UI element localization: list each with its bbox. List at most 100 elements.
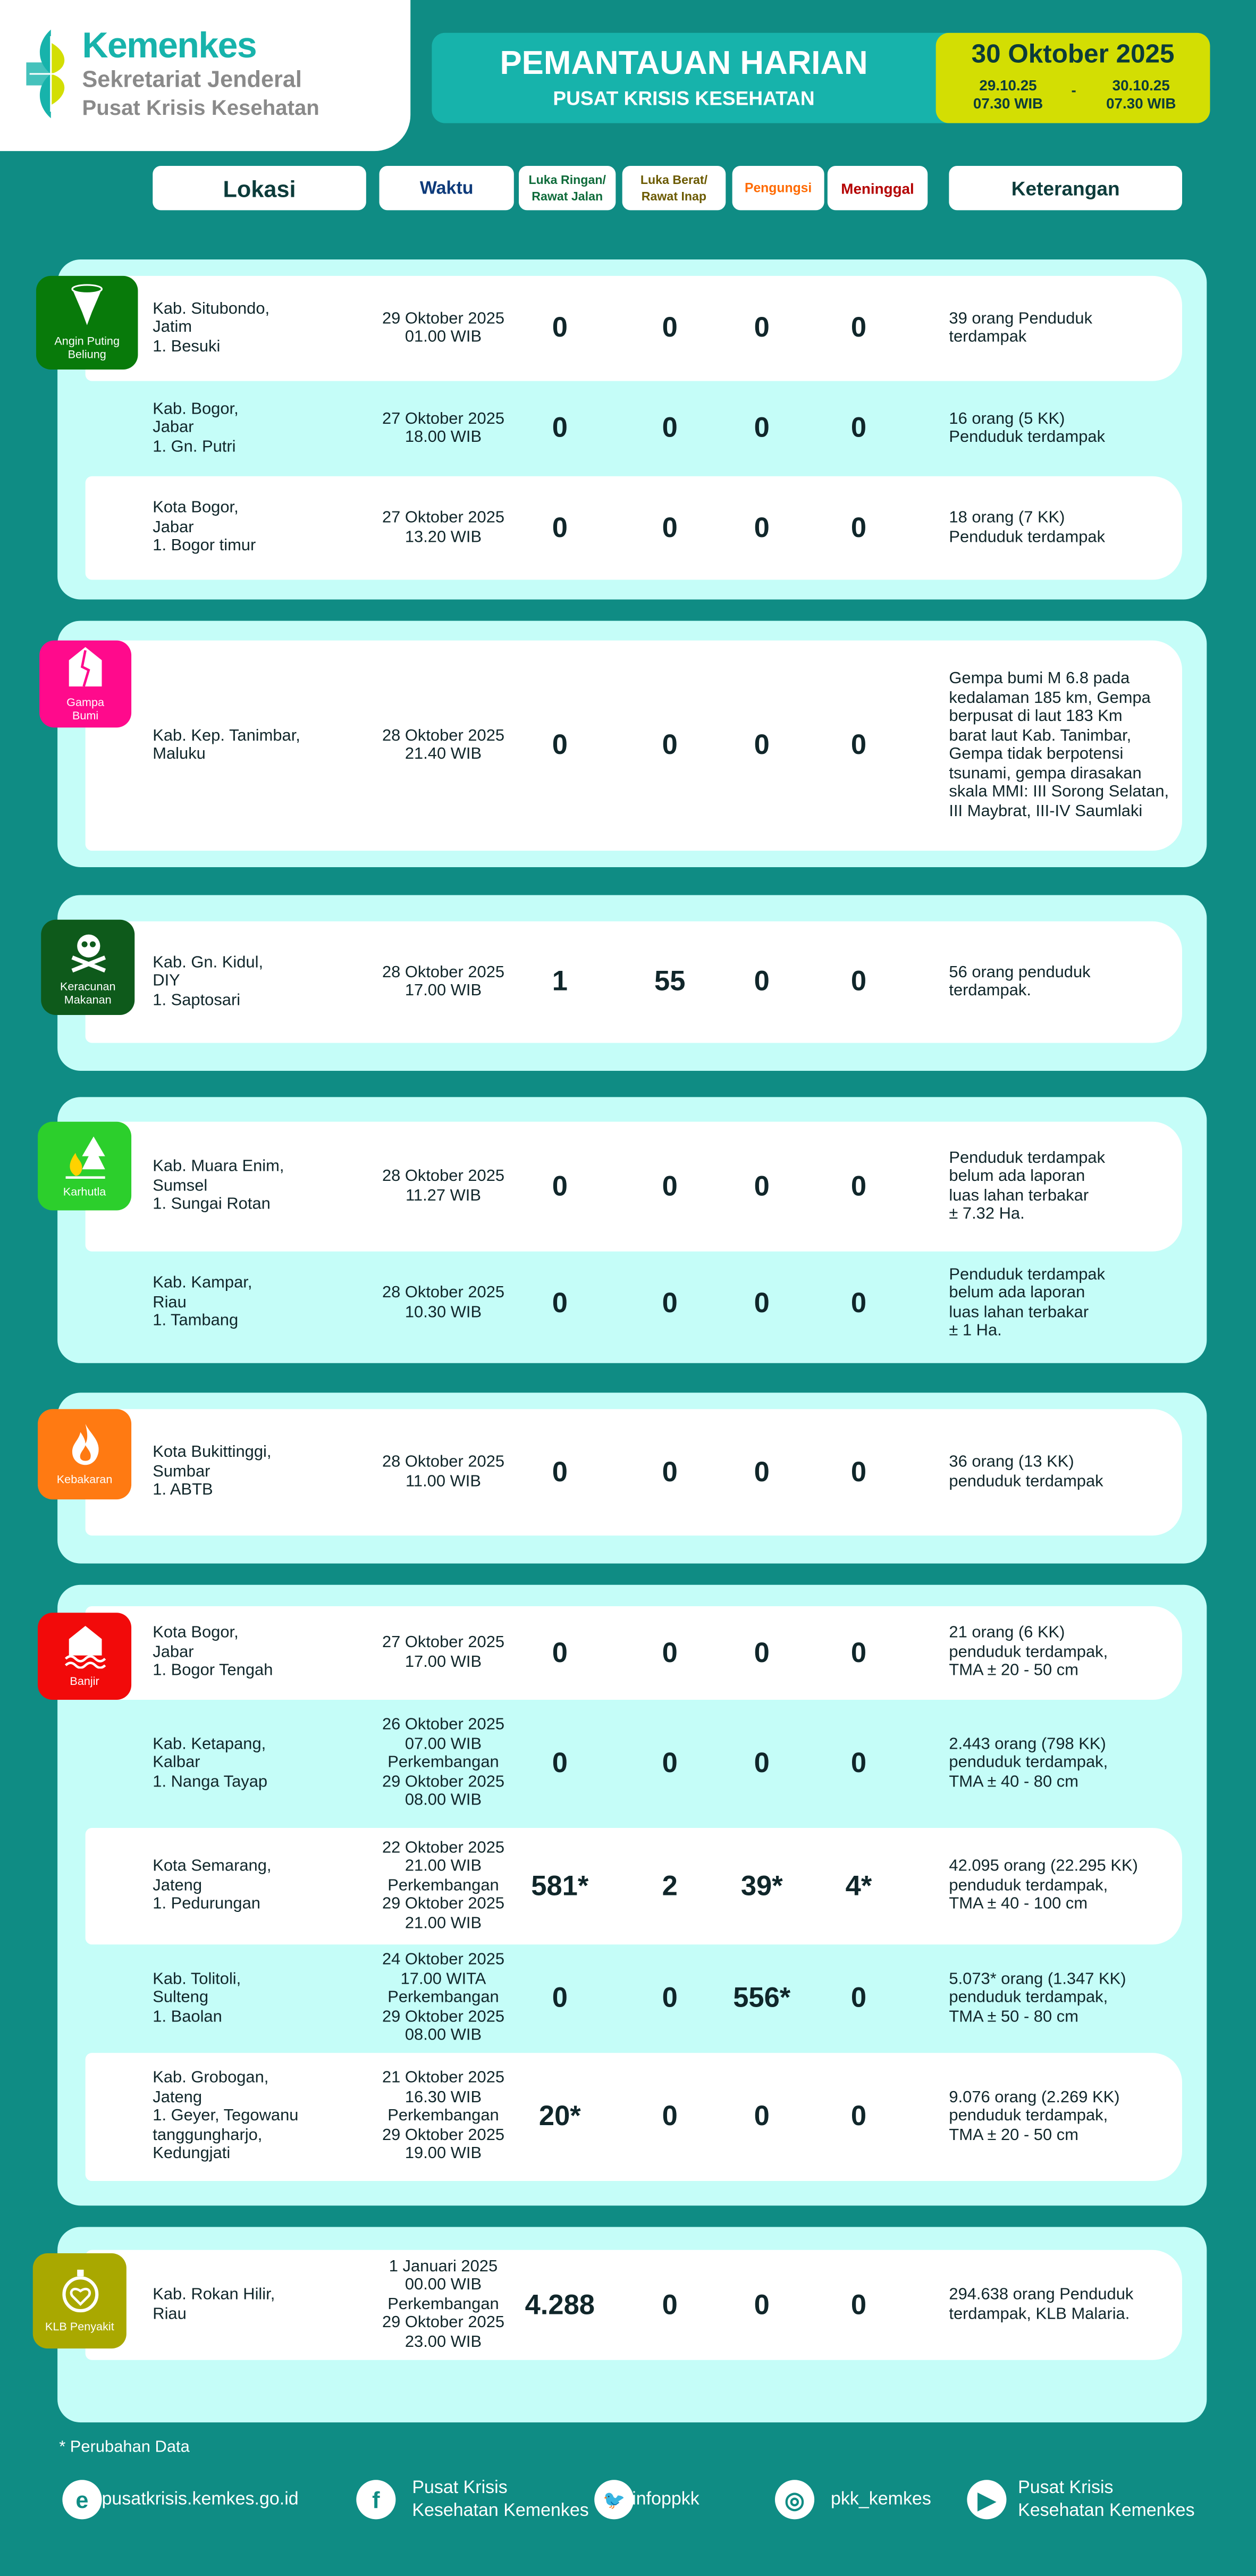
table-row: Kab. Bogor, Jabar 1. Gn. Putri 27 Oktober…	[86, 381, 1182, 476]
meninggal-count: 0	[850, 413, 867, 444]
category-label: Karhutla	[63, 1186, 106, 1198]
pengungsi-count: 0	[754, 2289, 770, 2320]
time-cell: 28 Oktober 2025 11.27 WIB	[382, 1168, 505, 1205]
instagram-icon[interactable]: ◎	[774, 2480, 815, 2520]
pengungsi-count: 0	[754, 413, 770, 444]
category-label: Keracunan Makanan	[60, 981, 116, 1006]
luka-ringan-count: 1	[552, 966, 568, 997]
luka-ringan-count: 581*	[531, 1870, 589, 1902]
pengungsi-count: 0	[754, 729, 770, 761]
table-row: Kota Bukittinggi, Sumbar 1. ABTB 28 Oktob…	[85, 1409, 1183, 1536]
description-cell: 2.443 orang (798 KK) penduduk terdampak,…	[949, 1735, 1108, 1792]
social-link[interactable]: Pusat Krisis Kesehatan Kemenkes	[412, 2478, 589, 2521]
luka-berat-count: 0	[662, 1287, 678, 1319]
location-cell: Kab. Kep. Tanimbar, Maluku	[153, 726, 300, 764]
header-luka-ringan: Luka Ringan/ Rawat Jalan	[519, 165, 616, 211]
luka-berat-count: 0	[662, 729, 678, 761]
meninggal-count: 4*	[845, 1870, 872, 1902]
luka-ringan-count: 20*	[538, 2101, 581, 2133]
time-cell: 28 Oktober 2025 11.00 WIB	[382, 1453, 505, 1491]
time-cell: 22 Oktober 2025 21.00 WIB Perkembangan 2…	[382, 1839, 505, 1933]
luka-ringan-count: 0	[552, 729, 568, 761]
description-cell: Penduduk terdampak belum ada laporan lua…	[949, 1148, 1106, 1224]
web-icon[interactable]: e	[62, 2480, 102, 2520]
description-cell: 9.076 orang (2.269 KK) penduduk terdampa…	[949, 2088, 1120, 2145]
header-lokasi: Lokasi	[153, 165, 366, 211]
table-row: Kota Bogor, Jabar 1. Bogor Tengah 27 Okto…	[85, 1606, 1183, 1700]
time-cell: 28 Oktober 2025 17.00 WIB	[382, 963, 505, 1001]
forest-fire-icon	[63, 1132, 106, 1187]
description-cell: 18 orang (7 KK) Penduduk terdampak	[949, 509, 1106, 547]
luka-ringan-count: 0	[552, 1456, 568, 1488]
category-label: Banjir	[70, 1676, 99, 1689]
luka-ringan-count: 4.288	[525, 2289, 595, 2320]
meninggal-count: 0	[850, 312, 867, 344]
table-row: Kota Bogor, Jabar 1. Bogor timur 27 Oktob…	[85, 476, 1183, 580]
header-pengungsi: Pengungsi	[732, 165, 824, 211]
category-badge: Kebakaran	[38, 1409, 132, 1500]
pengungsi-count: 0	[754, 1637, 770, 1668]
category-label: Kebakaran	[56, 1474, 113, 1487]
location-cell: Kab. Tolitoli, Sulteng 1. Baolan	[153, 1970, 241, 2026]
pengungsi-count: 0	[754, 1456, 770, 1488]
location-cell: Kota Bogor, Jabar 1. Bogor timur	[153, 499, 256, 556]
table-row: Kab. Grobogan, Jateng 1. Geyer, Tegowanu…	[85, 2053, 1183, 2181]
time-cell: 21 Oktober 2025 16.30 WIB Perkembangan 2…	[382, 2069, 505, 2163]
meninggal-count: 0	[850, 729, 867, 761]
period-start: 29.10.25 07.30 WIB	[973, 77, 1043, 112]
time-cell: 27 Oktober 2025 18.00 WIB	[382, 409, 505, 447]
luka-ringan-count: 0	[552, 511, 568, 543]
social-link[interactable]: infoppkk	[632, 2489, 699, 2510]
meninggal-count: 0	[850, 511, 867, 543]
title-banner: PEMANTAUAN HARIAN PUSAT KRISIS KESEHATAN…	[432, 32, 1210, 123]
luka-berat-count: 0	[662, 2289, 678, 2320]
location-cell: Kota Bogor, Jabar 1. Bogor Tengah	[153, 1624, 273, 1681]
luka-ringan-count: 0	[552, 1748, 568, 1780]
pengungsi-count: 0	[754, 1170, 770, 1202]
description-cell: 39 orang Penduduk terdampak	[949, 309, 1093, 347]
time-cell: 28 Oktober 2025 21.40 WIB	[382, 726, 505, 764]
luka-berat-count: 0	[662, 2101, 678, 2133]
category-label: KLB Penyakit	[45, 2321, 114, 2333]
luka-berat-count: 0	[662, 413, 678, 444]
youtube-icon[interactable]: ▶	[967, 2480, 1007, 2520]
twitter-icon[interactable]: 🐦	[594, 2480, 634, 2520]
date-box: 30 Oktober 2025 29.10.25 07.30 WIB - 30.…	[935, 32, 1210, 123]
meninggal-count: 0	[850, 2289, 867, 2320]
table-row: Kab. Kampar, Riau 1. Tambang 28 Oktober 2…	[86, 1252, 1182, 1355]
description-cell: 16 orang (5 KK) Penduduk terdampak	[949, 409, 1106, 447]
logo-unit: Pusat Krisis Kesehatan	[82, 95, 319, 120]
meninggal-count: 0	[850, 1170, 867, 1202]
facebook-icon[interactable]: f	[356, 2480, 396, 2520]
location-cell: Kab. Bogor, Jabar 1. Gn. Putri	[153, 400, 239, 456]
social-link[interactable]: pusatkrisis.kemkes.go.id	[102, 2489, 299, 2510]
table-row: Kab. Tolitoli, Sulteng 1. Baolan 24 Oktob…	[86, 1944, 1182, 2053]
pengungsi-count: 0	[754, 511, 770, 543]
pengungsi-count: 39*	[740, 1870, 783, 1902]
pengungsi-count: 556*	[733, 1983, 791, 2014]
pengungsi-count: 0	[754, 1748, 770, 1780]
table-row: Kota Semarang, Jateng 1. Pedurungan 22 Ok…	[85, 1827, 1183, 1945]
luka-ringan-count: 0	[552, 1170, 568, 1202]
header-meninggal: Meninggal	[827, 165, 928, 211]
description-cell: 5.073* orang (1.347 KK) penduduk terdamp…	[949, 1970, 1126, 2026]
page-subtitle: PUSAT KRISIS KESEHATAN	[553, 87, 815, 110]
category-badge: Karhutla	[38, 1121, 132, 1211]
period-separator: -	[1071, 82, 1076, 99]
location-cell: Kota Bukittinggi, Sumbar 1. ABTB	[153, 1444, 272, 1500]
time-cell: 28 Oktober 2025 10.30 WIB	[382, 1284, 505, 1322]
meninggal-count: 0	[850, 1748, 867, 1780]
kemenkes-logo-icon	[26, 29, 72, 119]
header-keterangan: Keterangan	[949, 165, 1183, 211]
social-link[interactable]: Pusat Krisis Kesehatan Kemenkes	[1018, 2478, 1195, 2521]
description-cell: 56 orang penduduk terdampak.	[949, 963, 1091, 1001]
time-cell: 24 Oktober 2025 17.00 WITA Perkembangan …	[382, 1951, 505, 2045]
luka-ringan-count: 0	[552, 1983, 568, 2014]
table-row: Kab. Kep. Tanimbar, Maluku 28 Oktober 202…	[85, 640, 1183, 851]
logo-subtitle: Sekretariat Jenderal	[82, 65, 302, 92]
social-link[interactable]: pkk_kemkes	[830, 2489, 931, 2510]
header-waktu: Waktu	[379, 165, 514, 211]
meninggal-count: 0	[850, 1637, 867, 1668]
time-cell: 27 Oktober 2025 13.20 WIB	[382, 509, 505, 547]
